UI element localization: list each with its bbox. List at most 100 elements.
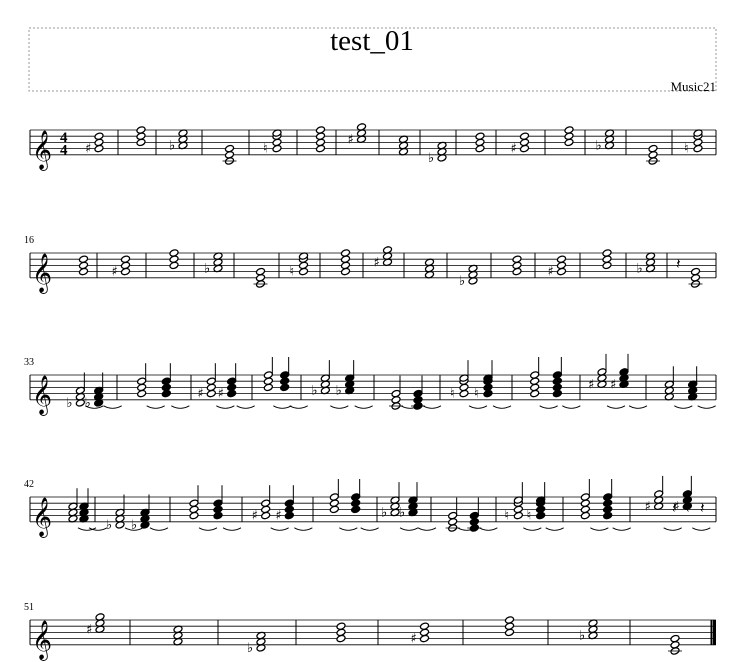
tie [270,527,289,531]
accidental: ♮ [263,142,268,157]
note-head [298,252,309,260]
staff-system: 16 𝄞 ♯ ♭ ♮ ♯ ♭ ♯ ♭ 𝄽 [24,235,717,294]
note-head [260,499,271,507]
note-head [340,249,351,257]
accidental: ♭ [204,262,210,277]
composer-label: Music21 [671,79,717,94]
staff-systems: 𝄞 44 ♯ ♭ ♮ ♯ ♭ ♯ ♭ ♮ 16 𝄞 ♯ ♭ ♮ ♯ ♭ ♯ ♭ 𝄽 33 𝄞 ♭ ♭ ♯ ♯ ♭ ♭ ♮ ♮ ♯ ♯ 42 𝄞 ♭ ♭… [24,123,717,661]
accidental: ♯ [673,499,679,514]
tie [606,405,626,409]
tie [273,405,292,409]
accidental: ♯ [85,142,91,157]
measure-number: 16 [24,235,34,246]
note-head [469,511,480,520]
note-head [413,389,423,398]
tie [692,527,711,531]
accidental: ♭ [579,629,585,644]
staff-system: 42𝄞 ♭ ♭♯ ♯ ♭ ♭ ♮ ♮♯ ♯𝄽 𝄽 𝄽 [24,475,717,538]
note-head [447,511,458,520]
note-head [120,255,131,263]
note-head [391,389,401,398]
note-head [136,126,146,134]
accidental: ♯ [252,509,258,524]
accidental: ♭ [247,641,253,656]
note-head [437,141,447,150]
tie [562,405,581,409]
tie [330,405,349,409]
accidental: ♭ [596,139,602,154]
note-head [169,249,179,257]
note-head [173,625,183,634]
note-head [356,123,367,131]
tie [399,527,419,531]
accidental: ♮ [290,265,295,280]
accidental: ♭ [131,518,137,533]
note-head [315,126,326,134]
tie [77,527,97,531]
note-head [161,377,172,385]
accidental: ♮ [474,387,479,402]
note-head [648,144,658,153]
time-signature-denominator: 4 [60,143,68,159]
note-head [512,255,522,263]
accidental: ♯ [86,622,92,637]
tie [360,527,379,531]
note-head [213,252,223,260]
final-barline [713,620,716,645]
tie [492,405,512,409]
staff-system: 33 𝄞 ♭ ♭ ♯ ♯ ♭ ♭ ♮ ♮ ♯ ♯ [24,353,717,416]
note-head [336,622,346,630]
note-head [398,135,409,144]
tie [612,527,631,531]
tie [289,405,308,409]
title-frame [28,27,717,92]
note-head [256,631,266,640]
tie [88,527,108,531]
tie [628,405,648,409]
accidental: ♭ [637,262,643,277]
accidental: ♯ [645,499,651,514]
note-head [213,499,223,507]
note-head [552,371,563,379]
note-head [475,132,485,140]
tie [523,527,542,531]
accidental: ♭ [381,506,387,521]
accidental: ♯ [548,265,554,280]
note-head [350,493,361,501]
note-head [588,619,598,627]
note-head [604,129,615,137]
tie [294,527,313,531]
tie [354,405,373,409]
tie [674,405,693,409]
tie [539,405,558,409]
note-head [136,377,147,385]
note-head [602,249,612,257]
treble-clef-icon: 𝄞 [32,253,52,294]
quarter-rest-icon: 𝄽 [686,499,691,517]
accidental: ♭ [66,396,72,411]
note-head [670,634,680,643]
tie [339,527,358,531]
treble-clef-icon: 𝄞 [32,620,52,661]
tie [222,527,242,531]
tie [479,527,498,531]
tie [85,405,104,409]
tie [149,527,169,531]
accidental: ♯ [610,377,616,392]
note-head [529,371,540,379]
note-head [279,371,290,379]
note-head [419,622,430,630]
tie [663,527,682,531]
accidental: ♮ [684,142,689,157]
accidental: ♯ [218,387,224,402]
score-title: test_01 [330,25,414,57]
staff-system: 𝄞 44 ♯ ♭ ♮ ♯ ♭ ♯ ♭ ♮ [29,123,717,171]
treble-clef-icon: 𝄞 [32,130,52,171]
note-head [94,132,104,140]
accidental: ♭ [169,139,175,154]
note-head [95,613,105,621]
note-head [645,252,656,260]
accidental: ♯ [197,387,203,402]
accidental: ♭ [428,151,434,166]
